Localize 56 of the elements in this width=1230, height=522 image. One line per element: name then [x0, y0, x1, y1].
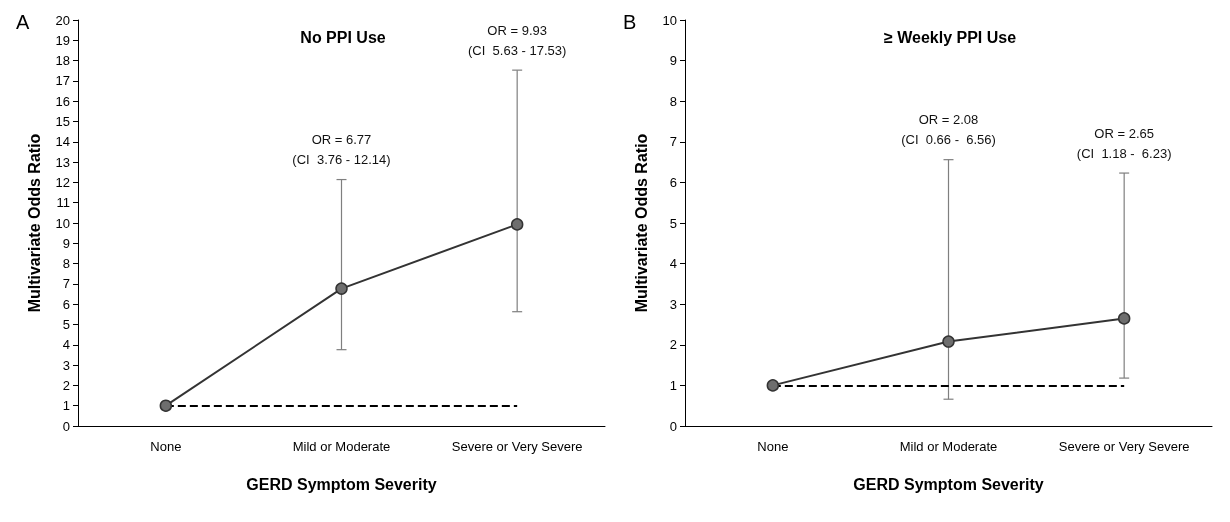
y-tick-label: 4 [62, 337, 70, 353]
y-axis-title: Multivariate Odds Ratio [632, 133, 650, 313]
y-tick-label: 0 [669, 418, 677, 434]
y-tick-label: 11 [56, 195, 70, 211]
text: B [623, 11, 637, 33]
x-axis-title: GERD Symptom Severity [246, 475, 437, 493]
y-tick-label: 17 [55, 73, 70, 89]
annotation: OR = 2.08 (CI 0.66 - 6.56) [901, 112, 996, 148]
x-axis-title: GERD Symptom Severity [853, 475, 1044, 493]
point [159, 399, 173, 412]
y-tick-label: 20 [55, 12, 70, 28]
y-tick-label: 18 [55, 53, 70, 69]
y-tick-label: 2 [62, 377, 70, 393]
y-tick-label: 13 [55, 154, 70, 170]
x-tick-label: None [757, 439, 789, 454]
y-tick-label: 4 [669, 256, 677, 272]
annotation: OR = 6.77 (CI 3.76 - 12.14) [292, 132, 391, 168]
y-tick-label: 3 [62, 357, 70, 373]
y-tick-label: 3 [669, 296, 677, 312]
y-tick-label: 1 [62, 398, 70, 414]
y-tick-label: 14 [55, 134, 70, 150]
y-tick-label: 10 [55, 215, 70, 231]
y-tick-label: 16 [55, 93, 70, 109]
y-tick-label: 6 [62, 296, 70, 312]
y-tick-label: 12 [55, 174, 70, 190]
x-tick-label: None [150, 439, 182, 454]
y-tick-label: 7 [62, 276, 70, 292]
annotation: OR = 2.65 (CI 1.18 - 6.23) [1076, 125, 1172, 161]
x-tick-label: Mild or Moderate [899, 439, 998, 454]
y-tick-label: 9 [669, 53, 677, 69]
y-tick-label: 15 [55, 114, 70, 129]
y-tick-label: 0 [62, 418, 70, 434]
point [335, 282, 348, 295]
x-tick-label: Severe or Very Severe [1058, 439, 1190, 454]
point [510, 218, 524, 231]
y-tick-label: 9 [62, 235, 70, 251]
y-axis-title: Multivariate Odds Ratio [25, 133, 43, 313]
point [766, 379, 780, 392]
y-tick-label: 5 [669, 215, 677, 231]
y-tick-label: 2 [669, 337, 677, 353]
x-tick-label: Mild or Moderate [292, 439, 391, 454]
y-tick-label: 19 [55, 32, 70, 48]
y-tick-label: 7 [669, 134, 677, 150]
y-tick-label: 1 [669, 377, 677, 393]
y-tick-label: 5 [62, 317, 70, 332]
point [1117, 312, 1131, 325]
y-tick-label: 10 [662, 12, 677, 28]
annotation: OR = 9.93 (CI 5.63 - 17.53) [468, 22, 567, 58]
y-tick-label: 6 [669, 174, 677, 190]
y-tick-label: 8 [669, 93, 677, 109]
text: ≥ Weekly PPI Use [883, 28, 1017, 46]
point [942, 335, 955, 348]
text: No PPI Use [300, 28, 386, 46]
y-tick-label: 8 [62, 256, 70, 272]
x-tick-label: Severe or Very Severe [451, 439, 583, 454]
text: A [16, 11, 30, 33]
